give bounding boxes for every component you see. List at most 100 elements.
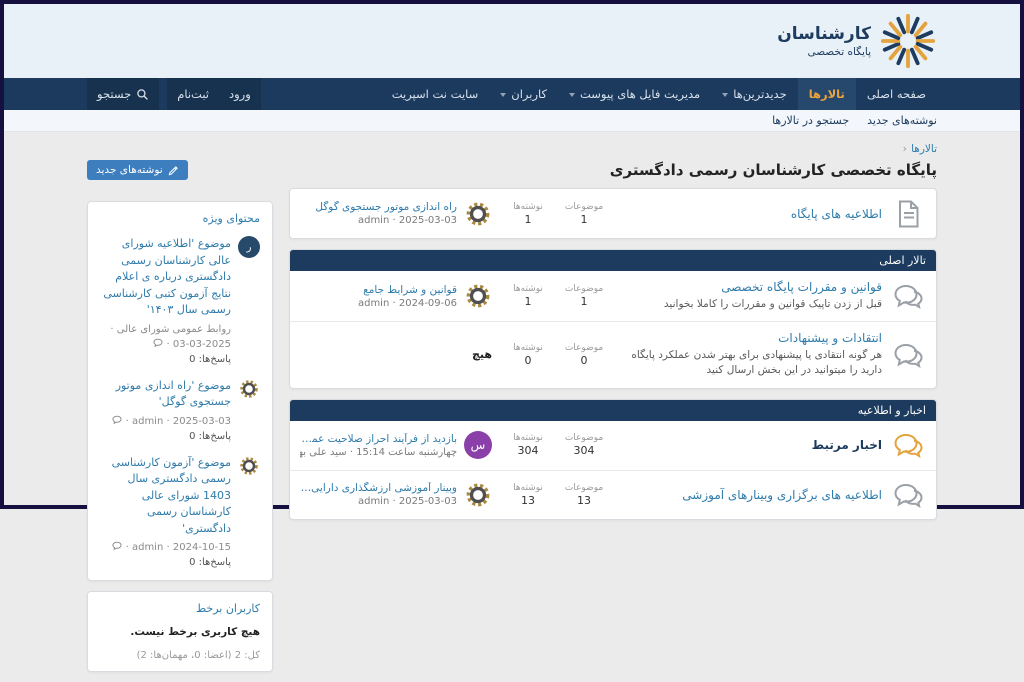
meta-separator: ·	[125, 542, 129, 553]
forum-description: هر گونه انتقادی یا پیشنهادی برای بهتر شد…	[631, 349, 882, 377]
posts-count: 0	[524, 353, 532, 367]
latest-author-link[interactable]: admin	[357, 297, 390, 309]
chat-bubbles-unread-icon	[892, 432, 926, 458]
featured-content-heading[interactable]: محتوای ویژه	[202, 212, 260, 225]
logo-text: کارشناسان پایگاه تخصصی	[777, 24, 871, 58]
forum-link[interactable]: انتقادات و پیشنهادات	[778, 331, 882, 346]
topics-count: 1	[580, 295, 588, 309]
topics-label: موضوعات	[564, 201, 604, 212]
featured-thread-link[interactable]: موضوع 'اطلاعیه شورای عالی کارشناسان رسمی…	[103, 237, 231, 316]
page-title: پایگاه تخصصی کارشناسان رسمی دادگستری	[609, 161, 937, 179]
latest-thread-link[interactable]: بازدید از فرآیند احراز صلاحیت عمومی پذی…	[300, 432, 457, 445]
online-users-heading[interactable]: کاربران برخط	[195, 602, 260, 615]
chat-bubbles-icon	[892, 283, 926, 309]
site-logo[interactable]: کارشناسان پایگاه تخصصی	[777, 12, 937, 70]
latest-thread-link[interactable]: قوانین و شرایط جامع	[363, 283, 457, 296]
new-posts-button[interactable]: نوشته‌های جدید	[87, 160, 188, 180]
latest-date: چهارشنبه ساعت 15:14	[356, 446, 457, 458]
breadcrumb-arrow-icon: ‹	[902, 142, 908, 155]
search-icon	[137, 88, 149, 100]
forum-description: قبل از زدن تاپیک قوانین و مقررات را کامل…	[663, 298, 882, 310]
forum-node-row: قوانین و مقررات پایگاه تخصصی قبل از زدن …	[290, 271, 936, 321]
nav-tab-label: مدیریت فایل های پیوست	[580, 87, 701, 101]
topics-label: موضوعات	[564, 433, 604, 444]
latest-author-link[interactable]: admin	[357, 215, 390, 226]
latest-meta: 2025-03-03 · admin	[300, 215, 457, 226]
forum-link[interactable]: قوانین و مقررات پایگاه تخصصی	[721, 280, 882, 294]
featured-thread-link[interactable]: موضوع 'آزمون کارشناسی رسمی دادگستری سال …	[111, 455, 231, 535]
featured-date: 2025-03-03	[172, 338, 231, 350]
nav-tab-home[interactable]: صفحه اصلی	[866, 87, 926, 101]
avatar[interactable]	[238, 378, 260, 400]
topics-count: 0	[580, 353, 588, 367]
nav-tab-external-site[interactable]: سایت نت اسپریت	[391, 87, 479, 101]
avatar[interactable]: ر	[238, 236, 260, 258]
latest-date: 2025-03-03	[398, 215, 457, 226]
avatar[interactable]	[464, 481, 492, 509]
forum-block-announcements: اطلاعیه های پایگاه موضوعات 1 نوشته‌ها 1 را…	[289, 188, 937, 239]
thread-icon	[112, 541, 122, 551]
avatar[interactable]: س	[464, 431, 492, 460]
forum-link[interactable]: اطلاعیه های پایگاه	[790, 206, 882, 221]
gear-avatar-icon	[465, 283, 491, 309]
breadcrumb: تالارها ‹	[87, 142, 937, 155]
main-nav: صفحه اصلی تالارها جدیدترین‌ها مدیریت فای…	[4, 78, 1020, 110]
login-button[interactable]: ورود	[229, 87, 251, 101]
subnav-new-posts-link[interactable]: نوشته‌های جدید	[867, 114, 937, 127]
latest-author-link[interactable]: admin	[357, 496, 390, 508]
latest-post: راه اندازی موتور جستجوی گوگل 2025-03-03 …	[300, 200, 492, 228]
posts-label: نوشته‌ها	[513, 284, 543, 295]
gear-avatar-icon	[239, 456, 259, 476]
nav-account-area: ورود ثبت‌نام جستجو	[87, 78, 261, 110]
featured-item: ر موضوع 'اطلاعیه شورای عالی کارشناسان رس…	[100, 236, 260, 365]
forum-node-row: اخبار مرتبط موضوعات 304 نوشته‌ها 304 س باز…	[290, 421, 936, 470]
replies-count: پاسخ‌ها: 0	[189, 353, 231, 365]
latest-post: س بازدید از فرآیند احراز صلاحیت عمومی پذ…	[300, 431, 492, 460]
featured-content-widget: محتوای ویژه ر موضوع 'اطلاعیه شورای عالی …	[87, 201, 273, 581]
featured-item: موضوع 'راه اندازی موتور جستجوی گوگل' adm…	[100, 378, 260, 442]
nav-tab-forums[interactable]: تالارها	[797, 78, 856, 110]
subnav-search-forums-link[interactable]: جستجو در تالارها	[772, 114, 850, 127]
forum-node-row: اطلاعیه های برگزاری وبینارهای آموزشی موض…	[290, 469, 936, 519]
featured-author[interactable]: admin	[131, 542, 164, 553]
thread-icon	[153, 338, 163, 347]
forum-link[interactable]: اطلاعیه های برگزاری وبینارهای آموزشی	[682, 487, 882, 502]
avatar[interactable]	[238, 455, 260, 477]
latest-meta: 2024-09-06 · admin	[300, 298, 457, 309]
featured-date: 2024-10-15	[172, 542, 231, 553]
breadcrumb-forums-link[interactable]: تالارها	[911, 142, 937, 155]
nav-tab-attachments[interactable]: مدیریت فایل های پیوست	[558, 78, 711, 110]
featured-author[interactable]: admin	[131, 415, 164, 427]
avatar[interactable]	[464, 200, 492, 228]
category-header[interactable]: اخبار و اطلاعیه	[290, 399, 936, 421]
starburst-logo-icon	[880, 13, 936, 69]
meta-separator: ·	[110, 323, 114, 335]
category-header[interactable]: تالار اصلی	[290, 250, 936, 271]
chevron-down-icon	[569, 92, 575, 97]
avatar[interactable]	[464, 282, 492, 310]
topics-label: موضوعات	[564, 482, 604, 493]
topics-count: 1	[580, 212, 588, 226]
thread-icon	[112, 415, 122, 424]
latest-thread-link[interactable]: وبینار آموزشی ارزشگذاری دارایی های نام…	[300, 482, 457, 495]
forum-node-row: انتقادات و پیشنهادات هر گونه انتقادی یا …	[290, 321, 936, 387]
meta-separator: ·	[392, 496, 396, 508]
nav-tab-members[interactable]: کاربران	[489, 78, 558, 110]
featured-author[interactable]: روابط عمومی شورای عالی	[116, 323, 231, 335]
online-users-empty-text: هیچ کاربری برخط نیست.	[130, 626, 260, 638]
posts-label: نوشته‌ها	[513, 201, 543, 212]
featured-thread-link[interactable]: موضوع 'راه اندازی موتور جستجوی گوگل'	[115, 378, 231, 409]
replies-count: پاسخ‌ها: 0	[189, 430, 231, 442]
replies-count: پاسخ‌ها: 0	[189, 557, 231, 568]
latest-author-link[interactable]: سید علی بهرامی	[300, 446, 347, 458]
nav-tab-label: کاربران	[511, 87, 547, 101]
content: اطلاعیه های پایگاه موضوعات 1 نوشته‌ها 1 را…	[87, 188, 937, 682]
latest-thread-link[interactable]: راه اندازی موتور جستجوی گوگل	[315, 201, 457, 213]
register-button[interactable]: ثبت‌نام	[177, 87, 209, 101]
latest-meta: چهارشنبه ساعت 15:14 · سید علی بهرامی	[300, 447, 457, 458]
brand-subtitle: پایگاه تخصصی	[807, 46, 871, 58]
forum-link[interactable]: اخبار مرتبط	[811, 438, 882, 453]
nav-tab-whats-new[interactable]: جدیدترین‌ها	[711, 78, 797, 110]
search-button[interactable]: جستجو	[87, 78, 159, 110]
